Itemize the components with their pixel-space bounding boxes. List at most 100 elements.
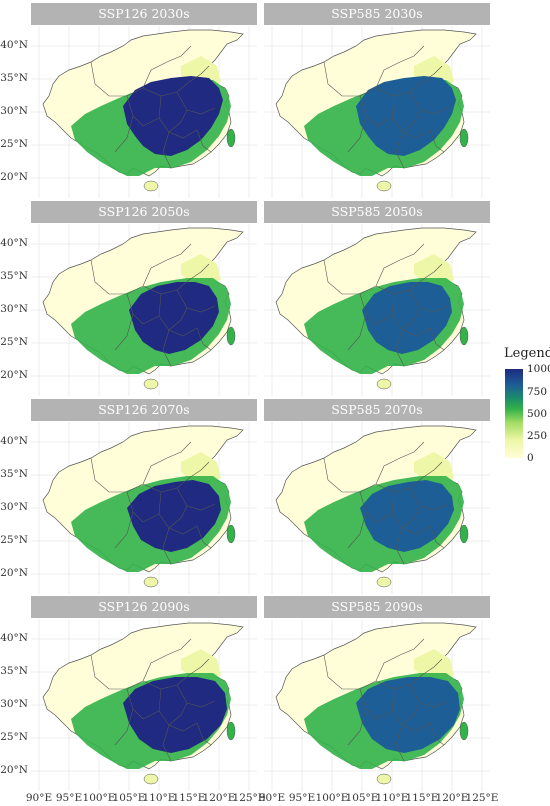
province-boundary [433, 263, 443, 273]
province-boundary [132, 313, 160, 325]
province-boundary [162, 724, 172, 762]
province-boundary [409, 289, 449, 313]
map-plot-area [264, 422, 490, 594]
island-hainan [143, 180, 159, 192]
legend-tick-1000: 1000 [527, 363, 550, 375]
map-panel: SSP126 2070s 40°N 35°N 30°N 25°N 20°N [0, 399, 257, 594]
province-boundary [196, 722, 212, 746]
map-panel: SSP126 2030s 40°N 35°N 30°N 25°N 20°N [0, 3, 257, 198]
map-plot-area [31, 422, 257, 594]
province-boundary [409, 487, 449, 511]
province-boundary [375, 638, 425, 682]
island-hainan [376, 773, 392, 785]
province-boundary [114, 293, 134, 351]
province-boundary [395, 329, 405, 367]
province-boundary [365, 708, 393, 720]
y-tick-label: 20°N [0, 567, 28, 579]
province-boundary [132, 511, 160, 523]
province-boundary [200, 65, 210, 75]
panel-title: SSP126 2030s [31, 3, 257, 25]
y-tick-label: 30°N [0, 105, 28, 117]
x-tick-label: 120°E [435, 792, 469, 804]
island-hainan [376, 576, 392, 588]
province-boundary [323, 457, 377, 493]
province-boundary [162, 131, 172, 169]
province-boundary [168, 307, 188, 331]
y-tick-label: 35°N [0, 468, 28, 480]
y-tick-label: 25°N [0, 534, 28, 546]
province-boundary [142, 638, 192, 682]
panel-title: SSP126 2090s [31, 596, 257, 618]
y-tick-label: 35°N [0, 665, 28, 677]
map-plot-area [264, 619, 490, 791]
province-boundary [429, 722, 445, 746]
province-boundary [196, 525, 212, 549]
province-boundary [90, 61, 144, 97]
province-boundary [196, 327, 212, 351]
x-tick-label: 115°E [172, 792, 206, 804]
province-boundary [200, 263, 210, 273]
y-tick-label: 30°N [0, 698, 28, 710]
map-panel: SSP585 2050s [264, 201, 490, 396]
map-plot-area [31, 619, 257, 791]
high-suitability-zone [362, 282, 452, 354]
panel-title: SSP585 2070s [264, 399, 490, 421]
province-boundary [323, 259, 377, 295]
province-boundary [200, 658, 210, 668]
province-boundary [433, 461, 443, 471]
island-taiwan [459, 721, 469, 741]
suitability-map [31, 26, 257, 198]
panel-title: SSP585 2030s [264, 3, 490, 25]
province-boundary [409, 91, 449, 115]
province-boundary [114, 688, 134, 746]
legend-colorbar [505, 369, 523, 458]
y-tick-label: 20°N [0, 171, 28, 183]
map-panel: SSP585 2090s [264, 596, 490, 791]
island-hainan [143, 378, 159, 390]
province-boundary [142, 243, 192, 287]
province-boundary [90, 457, 144, 493]
province-boundary [176, 289, 216, 313]
province-boundary [401, 307, 421, 331]
province-boundary [132, 708, 160, 720]
map-panel: SSP585 2030s [264, 3, 490, 198]
legend-tick-0: 0 [527, 452, 534, 464]
panel-title: SSP126 2050s [31, 201, 257, 223]
province-boundary [429, 327, 445, 351]
map-panel: SSP126 2090s 40°N 35°N 30°N 25°N 20°N [0, 596, 257, 791]
province-boundary [168, 505, 188, 529]
province-boundary [365, 511, 393, 523]
island-taiwan [459, 128, 469, 148]
province-boundary [162, 527, 172, 565]
x-tick-label: 90°E [258, 792, 286, 804]
suitability-map [264, 422, 490, 594]
province-boundary [90, 259, 144, 295]
map-plot-area [264, 224, 490, 396]
high-suitability-zone [356, 76, 456, 156]
x-tick-label: 125°E [465, 792, 499, 804]
province-boundary [395, 724, 405, 762]
province-boundary [114, 491, 134, 549]
y-tick-label: 40°N [0, 632, 28, 644]
province-boundary [132, 115, 160, 127]
island-hainan [143, 773, 159, 785]
panel-title: SSP585 2050s [264, 201, 490, 223]
island-taiwan [226, 524, 236, 544]
x-tick-label: 90°E [25, 792, 53, 804]
province-boundary [347, 95, 367, 153]
province-boundary [142, 45, 192, 89]
province-boundary [168, 109, 188, 133]
y-tick-label: 25°N [0, 138, 28, 150]
high-suitability-zone [123, 76, 223, 156]
suitability-map [31, 619, 257, 791]
island-hainan [143, 576, 159, 588]
province-boundary [365, 115, 393, 127]
high-suitability-zone [360, 480, 454, 552]
y-tick-label: 30°N [0, 501, 28, 513]
suitability-map [31, 422, 257, 594]
x-tick-label: 100°E [82, 792, 116, 804]
x-tick-label: 105°E [112, 792, 146, 804]
x-tick-label: 110°E [142, 792, 176, 804]
province-boundary [168, 702, 188, 726]
x-tick-label: 125°E [232, 792, 266, 804]
